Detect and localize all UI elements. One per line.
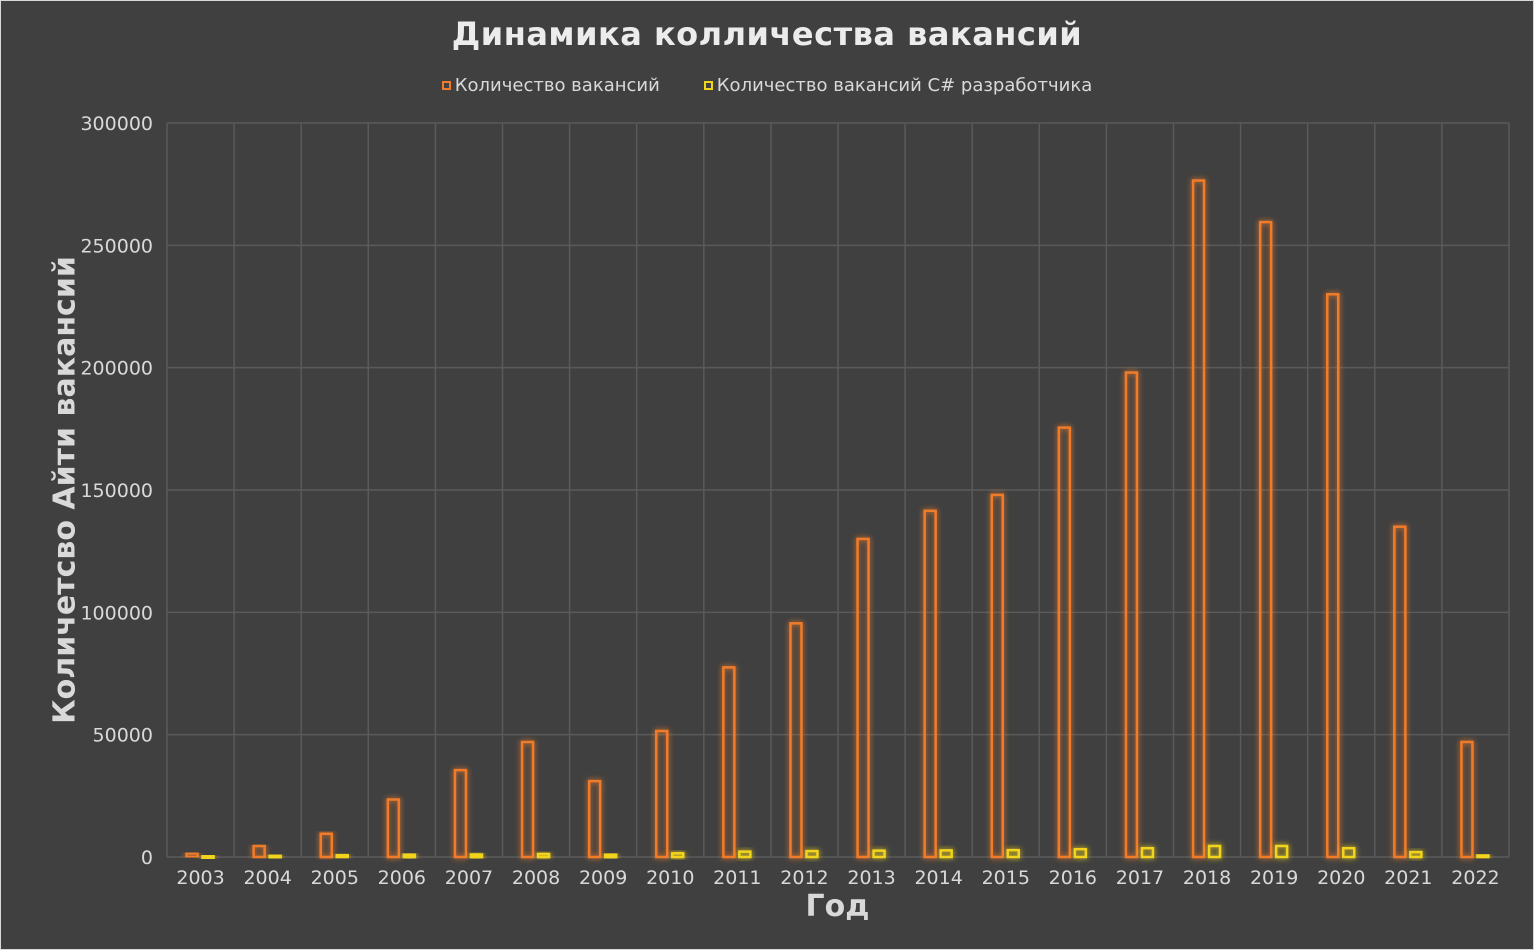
- x-tick-labels: 2003 2004 2005 2006 2007 2008 2009 2010 2011 2012…: [176, 867, 1499, 889]
- legend-label-series-2: Количество вакансий C# разработчика: [716, 75, 1093, 96]
- bar-series-2: [1274, 844, 1289, 859]
- legend-swatch-series-2: [703, 81, 713, 90]
- bar-series-1: [1057, 426, 1072, 859]
- y-tick-label: 150000: [80, 480, 153, 502]
- bar-series-1: [923, 509, 937, 859]
- bar-series-1: [386, 798, 401, 859]
- x-tick-label: 2013: [847, 867, 895, 889]
- x-axis-title: Год: [805, 889, 870, 924]
- x-tick-label: 2006: [378, 867, 426, 889]
- chart-legend: Количество вакансий Количество вакансий …: [1, 75, 1533, 96]
- y-tick-label: 0: [141, 847, 153, 869]
- x-tick-label: 2007: [445, 867, 493, 889]
- legend-item-series-1: Количество вакансий: [441, 75, 660, 96]
- x-tick-label: 2011: [713, 867, 761, 889]
- bar-series-2: [603, 853, 618, 859]
- bar-series-2: [536, 852, 551, 859]
- bar-series-2: [671, 852, 685, 859]
- x-tick-label: 2022: [1451, 867, 1499, 889]
- bar-series-2: [402, 853, 417, 859]
- bar-series-2: [335, 854, 349, 859]
- bar-series-2: [201, 855, 215, 860]
- legend-swatch-series-1: [441, 81, 451, 90]
- legend-item-series-2: Количество вакансий C# разработчика: [703, 75, 1093, 96]
- bar-series-1: [856, 537, 870, 859]
- x-tick-label: 2012: [780, 867, 828, 889]
- bar-series-1: [789, 622, 803, 859]
- bar-series-2: [939, 849, 953, 859]
- bar-series-2: [1409, 850, 1423, 859]
- bar-series-1: [1393, 525, 1407, 859]
- y-tick-labels: 0 50000 100000 150000 200000 250000 300000: [80, 113, 153, 869]
- x-tick-label: 2021: [1384, 867, 1432, 889]
- x-tick-label: 2016: [1049, 867, 1097, 889]
- bar-series-1: [520, 740, 535, 859]
- y-tick-label: 100000: [80, 602, 153, 624]
- bar-series-1: [252, 844, 266, 859]
- x-tick-label: 2004: [243, 867, 291, 889]
- y-tick-label: 250000: [80, 235, 153, 257]
- x-tick-label: 2017: [1116, 867, 1164, 889]
- bar-series-2: [1207, 844, 1222, 859]
- bar-series-1: [453, 768, 468, 859]
- bar-series-2: [805, 849, 819, 859]
- bar-series-2: [1073, 847, 1088, 859]
- bar-series-2: [1140, 846, 1155, 859]
- bar-series-1: [1258, 220, 1273, 859]
- bar-series-1: [722, 666, 736, 859]
- bar-series-2: [1342, 846, 1356, 859]
- bar-series-2: [872, 849, 886, 859]
- bar-series-1: [655, 729, 669, 859]
- bar-series-2: [1006, 848, 1020, 859]
- bar-series-2: [1476, 854, 1490, 859]
- legend-label-series-1: Количество вакансий: [454, 75, 660, 96]
- bar-series-1: [1191, 179, 1206, 859]
- y-tick-label: 50000: [93, 725, 153, 747]
- x-tick-label: 2019: [1250, 867, 1298, 889]
- x-tick-label: 2003: [176, 867, 224, 889]
- bar-series-1: [990, 493, 1004, 859]
- x-tick-label: 2008: [512, 867, 560, 889]
- grid-lines: [166, 122, 1510, 858]
- x-tick-label: 2009: [579, 867, 627, 889]
- bar-series-1: [185, 852, 199, 859]
- bar-series-2: [268, 854, 282, 859]
- x-tick-label: 2005: [311, 867, 359, 889]
- bar-series-2: [738, 850, 752, 859]
- x-tick-label: 2020: [1317, 867, 1365, 889]
- x-tick-label: 2015: [982, 867, 1030, 889]
- x-tick-label: 2018: [1183, 867, 1231, 889]
- bar-series-1: [587, 779, 602, 859]
- chart-title: Динамика колличества вакансий: [451, 15, 1083, 53]
- y-tick-label: 200000: [80, 358, 153, 380]
- bar-series-2: [469, 853, 484, 859]
- bars: [185, 179, 1490, 860]
- x-tick-label: 2014: [914, 867, 962, 889]
- bar-series-1: [319, 832, 333, 859]
- y-tick-label: 300000: [80, 113, 153, 135]
- bar-series-1: [1460, 740, 1474, 859]
- x-tick-label: 2010: [646, 867, 694, 889]
- bar-series-1: [1326, 293, 1340, 859]
- bar-series-1: [1124, 371, 1139, 859]
- y-axis-title: Количетсво Айти вакансий: [47, 256, 83, 724]
